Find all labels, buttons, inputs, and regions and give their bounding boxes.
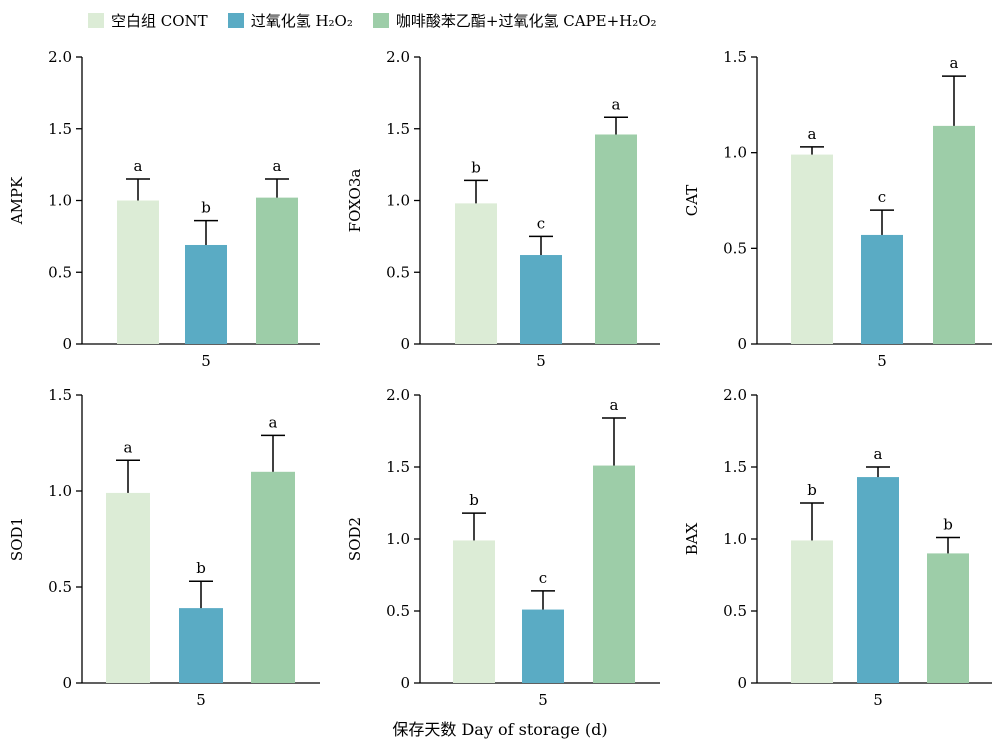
bar — [861, 234, 903, 344]
y-tick-label: 1.5 — [723, 48, 747, 66]
y-tick-label: 0.5 — [48, 263, 72, 281]
x-tick-label: 5 — [196, 691, 206, 709]
x-axis-title: 保存天数 Day of storage (d) — [392, 720, 608, 739]
bar — [522, 609, 564, 683]
x-tick-label: 5 — [201, 352, 211, 370]
x-tick-label: 5 — [536, 352, 546, 370]
y-tick-label: 1.5 — [386, 120, 410, 138]
y-axis-title: CAT — [683, 185, 701, 217]
legend-item-cont: 空白组 CONT — [88, 10, 208, 31]
bar — [857, 477, 899, 683]
x-tick-label: 5 — [538, 691, 548, 709]
y-tick-label: 1.5 — [48, 386, 72, 404]
bar — [251, 471, 295, 683]
significance-letter: a — [269, 413, 278, 431]
significance-letter: a — [808, 125, 817, 143]
y-axis-title: SOD1 — [8, 517, 26, 561]
y-tick-label: 2.0 — [48, 48, 72, 66]
bar — [791, 540, 833, 683]
significance-letter: a — [874, 445, 883, 463]
chart-panel-sod1: 0 0.5 1.0 1.5 SOD1 a b a 5 — [8, 386, 320, 709]
legend-swatch-cont — [88, 12, 104, 28]
chart-panel-ampk: 0 0.5 1.0 1.5 2.0 AMPK a b a 5 — [8, 48, 320, 370]
y-axis-title: BAX — [683, 522, 701, 555]
significance-letter: c — [878, 188, 886, 206]
y-tick-label: 1.0 — [723, 530, 747, 548]
y-tick-label: 0 — [62, 674, 72, 692]
bar — [256, 197, 298, 344]
legend: 空白组 CONT 过氧化氢 H₂O₂ 咖啡酸苯乙酯+过氧化氢 CAPE+H₂O₂ — [88, 8, 657, 32]
bar — [791, 154, 833, 344]
y-tick-label: 0 — [737, 674, 747, 692]
chart-panel-foxo3a: 0 0.5 1.0 1.5 2.0 FOXO3a b c a 5 — [346, 48, 660, 370]
legend-item-h2o2: 过氧化氢 H₂O₂ — [227, 10, 353, 31]
y-axis-title: FOXO3a — [346, 169, 364, 233]
chart-figure: 0 0.5 1.0 1.5 2.0 AMPK a b a 5 0 0.5 1.0 1.5 2.0 FOXO3a… — [8, 48, 992, 709]
y-tick-label: 0.5 — [723, 239, 747, 257]
bar — [185, 244, 227, 344]
significance-letter: b — [807, 481, 817, 499]
y-tick-label: 1.5 — [48, 120, 72, 138]
y-axis-title: SOD2 — [346, 517, 364, 561]
bar — [593, 465, 635, 683]
y-tick-label: 1.0 — [386, 192, 410, 210]
significance-letter: b — [471, 158, 481, 176]
bar — [179, 608, 223, 683]
y-tick-label: 1.5 — [723, 458, 747, 476]
y-tick-label: 0 — [62, 335, 72, 353]
significance-letter: a — [950, 54, 959, 72]
y-tick-label: 0 — [737, 335, 747, 353]
significance-letter: b — [201, 199, 211, 217]
significance-letter: b — [469, 491, 479, 509]
legend-swatch-cape — [372, 12, 389, 28]
y-tick-label: 1.0 — [723, 144, 747, 162]
y-tick-label: 0.5 — [386, 602, 410, 620]
bar — [933, 125, 975, 344]
y-axis-title: AMPK — [8, 176, 26, 225]
chart-panel-cat: 0 0.5 1.0 1.5 CAT a c a 5 — [683, 48, 992, 370]
significance-letter: a — [124, 438, 133, 456]
y-tick-label: 2.0 — [386, 386, 410, 404]
x-tick-label: 5 — [877, 352, 887, 370]
bar — [455, 203, 497, 344]
bar — [595, 134, 637, 344]
bar — [117, 200, 159, 344]
y-tick-label: 2.0 — [723, 386, 747, 404]
legend-label-cape: 咖啡酸苯乙酯+过氧化氢 CAPE+H₂O₂ — [395, 11, 657, 30]
bar — [453, 540, 495, 683]
y-tick-label: 1.0 — [48, 192, 72, 210]
significance-letter: a — [612, 95, 621, 113]
legend-label-h2o2: 过氧化氢 H₂O₂ — [250, 11, 353, 30]
bar — [106, 492, 150, 683]
chart-panel-sod2: 0 0.5 1.0 1.5 2.0 SOD2 b c a 5 — [346, 386, 660, 709]
bar — [520, 255, 562, 344]
significance-letter: c — [539, 569, 547, 587]
chart-panel-bax: 0 0.5 1.0 1.5 2.0 BAX b a b 5 — [683, 386, 992, 709]
significance-letter: c — [537, 214, 545, 232]
legend-label-cont: 空白组 CONT — [111, 11, 208, 30]
significance-letter: a — [273, 157, 282, 175]
legend-swatch-h2o2 — [227, 12, 244, 28]
significance-letter: b — [196, 559, 206, 577]
y-tick-label: 0 — [400, 674, 410, 692]
significance-letter: a — [610, 396, 619, 414]
legend-item-cape: 咖啡酸苯乙酯+过氧化氢 CAPE+H₂O₂ — [372, 10, 657, 31]
y-tick-label: 1.5 — [386, 458, 410, 476]
y-tick-label: 1.0 — [386, 530, 410, 548]
y-tick-label: 0.5 — [723, 602, 747, 620]
significance-letter: b — [943, 516, 953, 534]
significance-letter: a — [134, 157, 143, 175]
y-tick-label: 0.5 — [386, 263, 410, 281]
y-tick-label: 0 — [400, 335, 410, 353]
y-tick-label: 2.0 — [386, 48, 410, 66]
y-tick-label: 0.5 — [48, 578, 72, 596]
y-tick-label: 1.0 — [48, 482, 72, 500]
bar — [927, 553, 969, 683]
x-tick-label: 5 — [873, 691, 883, 709]
